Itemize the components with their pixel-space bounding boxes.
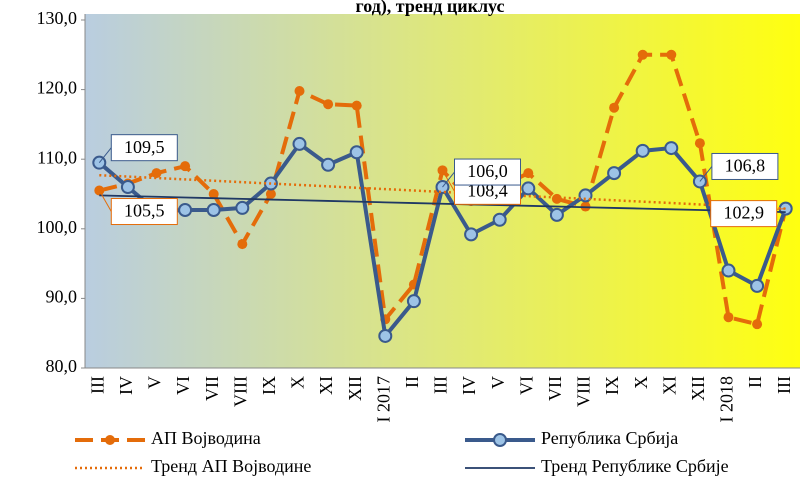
y-tick-label: 90,0 (46, 287, 78, 307)
y-tick-label: 130,0 (37, 8, 78, 28)
label-leader (442, 171, 455, 188)
marker (666, 49, 677, 60)
marker (752, 319, 763, 330)
marker (323, 99, 334, 110)
legend-marker (493, 433, 507, 447)
marker (635, 143, 650, 158)
legend-marker (105, 435, 115, 445)
x-tick-label: VI (516, 376, 536, 395)
label-leader (98, 190, 112, 212)
marker (206, 203, 221, 218)
marker (178, 203, 193, 218)
x-tick-label: VIII (230, 376, 250, 407)
marker (180, 161, 191, 172)
label-leader (98, 147, 112, 163)
marker (378, 328, 393, 343)
marker (607, 166, 622, 181)
marker (235, 200, 250, 215)
marker (609, 102, 620, 113)
legend-label: АП Војводина (151, 428, 261, 448)
data-label: 105,5 (124, 201, 165, 221)
x-tick-label: XII (688, 376, 708, 401)
label-box (710, 200, 778, 228)
marker (294, 85, 305, 96)
x-tick-label: XI (316, 376, 336, 395)
series-line (99, 194, 786, 213)
x-tick-label: IX (259, 376, 279, 395)
marker (694, 138, 705, 149)
x-tick-label: IV (459, 376, 479, 395)
legend-label: Тренд Републике Србије (541, 456, 729, 476)
x-tick-label: VII (202, 376, 222, 401)
label-leader (699, 166, 713, 182)
x-tick-label: X (631, 376, 651, 389)
marker (492, 212, 507, 227)
marker (237, 239, 248, 250)
marker (549, 207, 564, 222)
data-label: 102,9 (723, 203, 764, 223)
marker (721, 263, 736, 278)
x-tick-label: VIII (574, 376, 594, 407)
x-tick-label: III (774, 376, 794, 394)
label-leader (442, 170, 455, 192)
marker (406, 294, 421, 309)
x-tick-label: III (87, 376, 107, 394)
x-tick-label: VII (545, 376, 565, 401)
data-label: 106,0 (467, 161, 508, 181)
marker (208, 189, 219, 199)
marker (521, 181, 536, 196)
x-tick-label: X (288, 376, 308, 389)
y-tick-label: 80,0 (46, 356, 78, 376)
marker (750, 278, 765, 293)
data-label: 109,5 (124, 137, 165, 157)
marker (664, 141, 679, 156)
x-tick-label: II (402, 376, 422, 388)
legend-label: Република Србија (541, 428, 678, 448)
marker (523, 168, 534, 179)
y-tick-label: 120,0 (37, 78, 78, 98)
marker (723, 312, 734, 323)
y-tick-label: 100,0 (37, 217, 78, 237)
x-tick-label: V (145, 376, 165, 389)
x-tick-label: V (488, 376, 508, 389)
label-box (711, 152, 779, 180)
label-box (454, 158, 521, 186)
label-box (110, 134, 178, 162)
x-tick-label: IV (116, 376, 136, 395)
marker (321, 157, 336, 172)
marker (292, 136, 307, 151)
x-tick-label: I 2018 (717, 376, 737, 423)
x-tick-label: XII (345, 376, 365, 401)
data-label: 106,8 (725, 156, 766, 176)
marker (151, 168, 162, 179)
x-tick-label: III (431, 376, 451, 394)
y-tick-label: 110,0 (37, 147, 77, 167)
marker (265, 189, 276, 199)
x-tick-label: XI (659, 376, 679, 395)
chart-title: год), тренд циклус (356, 0, 505, 17)
marker (349, 145, 364, 160)
marker (464, 227, 479, 242)
marker (637, 49, 648, 60)
x-tick-label: VI (173, 376, 193, 395)
legend-label: Тренд АП Војводине (151, 456, 311, 476)
label-box (110, 198, 178, 226)
x-tick-label: II (745, 376, 765, 388)
x-tick-label: I 2017 (373, 376, 393, 423)
marker (351, 100, 362, 111)
marker (578, 188, 593, 203)
x-tick-label: IX (602, 376, 622, 395)
marker (120, 180, 135, 195)
